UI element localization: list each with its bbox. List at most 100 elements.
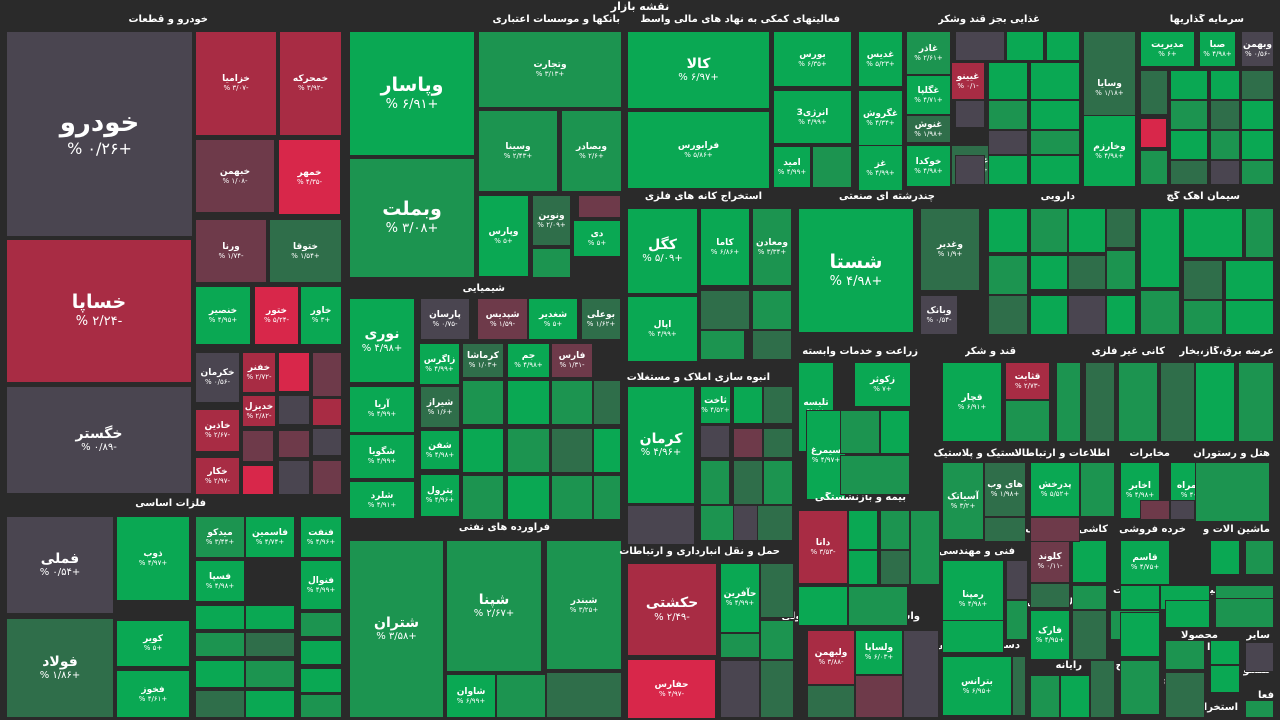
treemap-tile[interactable]: شگویا +۴/۹۹ % [349, 434, 415, 479]
treemap-tile[interactable] [1241, 100, 1274, 130]
treemap-tile[interactable]: کلوند -۰/۱۱ % [1030, 540, 1070, 583]
treemap-tile[interactable] [984, 517, 1026, 542]
treemap-tile[interactable] [1170, 100, 1208, 130]
treemap-tile[interactable] [278, 430, 310, 458]
treemap-tile[interactable]: شستا +۴/۹۸ % [798, 208, 914, 333]
treemap-tile[interactable]: فولاد +۱/۸۶ % [6, 618, 114, 718]
treemap-tile[interactable]: شتران +۳/۵۸ % [349, 540, 444, 718]
treemap-tile[interactable] [1030, 208, 1068, 253]
treemap-tile[interactable]: وسینا +۲/۴۳ % [478, 110, 558, 192]
treemap-tile[interactable]: جم +۴/۹۸ % [507, 343, 550, 378]
treemap-tile[interactable]: شیراز +۱/۶ % [420, 386, 460, 428]
treemap-tile[interactable] [848, 550, 878, 585]
treemap-tile[interactable] [720, 660, 760, 718]
treemap-tile[interactable]: فاسمین +۴/۷۴ % [245, 516, 295, 558]
treemap-tile[interactable]: خاور +۳ % [300, 286, 342, 345]
treemap-tile[interactable]: پدرخش +۵/۵۲ % [1030, 462, 1080, 517]
treemap-tile[interactable] [195, 632, 245, 657]
treemap-tile[interactable] [278, 352, 310, 392]
treemap-tile[interactable] [848, 510, 878, 550]
treemap-tile[interactable] [880, 510, 910, 550]
treemap-tile[interactable] [1241, 130, 1274, 160]
treemap-tile[interactable]: مدیریت +۶ % [1140, 31, 1195, 67]
treemap-tile[interactable]: خبهمن -۱/۰۸ % [195, 139, 275, 213]
treemap-tile[interactable] [278, 395, 310, 425]
treemap-tile[interactable] [1106, 295, 1136, 335]
treemap-tile[interactable] [300, 694, 342, 718]
treemap-tile[interactable] [1245, 642, 1274, 672]
treemap-tile[interactable] [551, 428, 593, 473]
treemap-tile[interactable] [1245, 700, 1274, 718]
treemap-tile[interactable] [1170, 70, 1208, 100]
treemap-tile[interactable]: وپارس +۵ % [478, 195, 529, 277]
treemap-tile[interactable] [1170, 500, 1195, 520]
treemap-tile[interactable] [903, 630, 939, 718]
treemap-tile[interactable]: شلرد +۴/۹۱ % [349, 481, 415, 519]
treemap-tile[interactable] [593, 428, 621, 473]
treemap-tile[interactable] [462, 380, 504, 425]
treemap-tile[interactable] [507, 475, 550, 520]
treemap-tile[interactable]: کویر +۵ % [116, 620, 190, 667]
treemap-tile[interactable]: نوری +۴/۹۸ % [349, 298, 415, 383]
treemap-tile[interactable]: وبانک -۰/۵۴ % [920, 295, 958, 335]
treemap-tile[interactable]: کرماشا +۱/۰۳ % [462, 343, 504, 378]
treemap-tile[interactable]: خگستر -۰/۸۹ % [6, 386, 192, 494]
treemap-tile[interactable] [532, 248, 571, 278]
treemap-tile[interactable] [507, 380, 550, 425]
treemap-tile[interactable] [496, 674, 546, 718]
treemap-tile[interactable] [700, 290, 750, 330]
treemap-tile[interactable]: فسپا +۴/۹۸ % [195, 560, 245, 602]
treemap-tile[interactable] [1140, 208, 1180, 288]
treemap-tile[interactable] [1225, 300, 1274, 335]
treemap-tile[interactable] [1210, 130, 1240, 160]
treemap-tile[interactable]: اپال +۴/۹۹ % [627, 296, 698, 362]
treemap-tile[interactable]: شپنا +۲/۶۷ % [446, 540, 542, 672]
treemap-tile[interactable] [593, 380, 621, 425]
treemap-tile[interactable]: های وب +۱/۹۸ % [984, 462, 1026, 517]
treemap-tile[interactable]: خدیزل -۲/۸۲ % [242, 395, 276, 427]
treemap-tile[interactable]: شغدیر +۵ % [528, 298, 578, 340]
treemap-tile[interactable] [195, 605, 245, 630]
treemap-tile[interactable]: خوکدا +۴/۹۸ % [906, 145, 951, 187]
treemap-tile[interactable]: خاذین -۲/۶۷ % [195, 409, 240, 452]
treemap-tile[interactable] [1120, 585, 1160, 610]
treemap-tile[interactable] [1140, 500, 1170, 520]
treemap-tile[interactable]: وتجارت +۳/۱۳ % [478, 31, 622, 108]
treemap-tile[interactable]: فارک +۴/۹۵ % [1030, 610, 1070, 660]
treemap-tile[interactable] [1238, 362, 1274, 442]
treemap-tile[interactable] [245, 632, 295, 657]
treemap-tile[interactable] [1195, 362, 1235, 442]
treemap-tile[interactable] [1060, 675, 1090, 718]
treemap-tile[interactable]: خمحرکه -۳/۹۲ % [279, 31, 342, 136]
treemap-tile[interactable] [1006, 560, 1028, 600]
treemap-tile[interactable] [733, 460, 763, 505]
treemap-tile[interactable]: خودرو +۰/۲۶ % [6, 31, 193, 237]
treemap-tile[interactable]: شفن +۴/۹۸ % [420, 430, 460, 470]
treemap-tile[interactable]: خساپا -۲/۲۴ % [6, 239, 192, 383]
treemap-tile[interactable] [300, 668, 342, 693]
treemap-tile[interactable] [242, 465, 274, 495]
treemap-tile[interactable] [1012, 656, 1026, 716]
treemap-tile[interactable] [1241, 70, 1274, 100]
treemap-tile[interactable] [1183, 208, 1243, 258]
treemap-tile[interactable] [1210, 540, 1240, 575]
treemap-tile[interactable]: شبندر +۳/۲۵ % [546, 540, 622, 670]
treemap-tile[interactable] [988, 130, 1028, 155]
treemap-tile[interactable] [1245, 540, 1274, 575]
treemap-tile[interactable] [1106, 208, 1136, 248]
treemap-tile[interactable] [1241, 160, 1274, 185]
treemap-tile[interactable] [1210, 160, 1240, 185]
treemap-tile[interactable] [462, 475, 504, 520]
treemap-tile[interactable] [1005, 400, 1050, 442]
treemap-tile[interactable]: خمهر -۴/۳۵ % [278, 139, 341, 215]
treemap-tile[interactable]: کاما +۶/۸۶ % [700, 208, 750, 286]
treemap-tile[interactable] [910, 510, 940, 585]
treemap-tile[interactable] [312, 428, 342, 456]
treemap-tile[interactable]: وبصادر +۲/۶ % [561, 110, 622, 192]
treemap-tile[interactable] [807, 685, 855, 718]
treemap-tile[interactable]: زاگرس +۴/۹۹ % [419, 343, 460, 385]
treemap-tile[interactable]: حآفرین +۴/۹۹ % [720, 563, 760, 633]
treemap-tile[interactable]: ختوقا +۱/۵۴ % [269, 219, 342, 283]
treemap-tile[interactable] [812, 146, 852, 188]
treemap-tile[interactable] [1160, 362, 1195, 442]
